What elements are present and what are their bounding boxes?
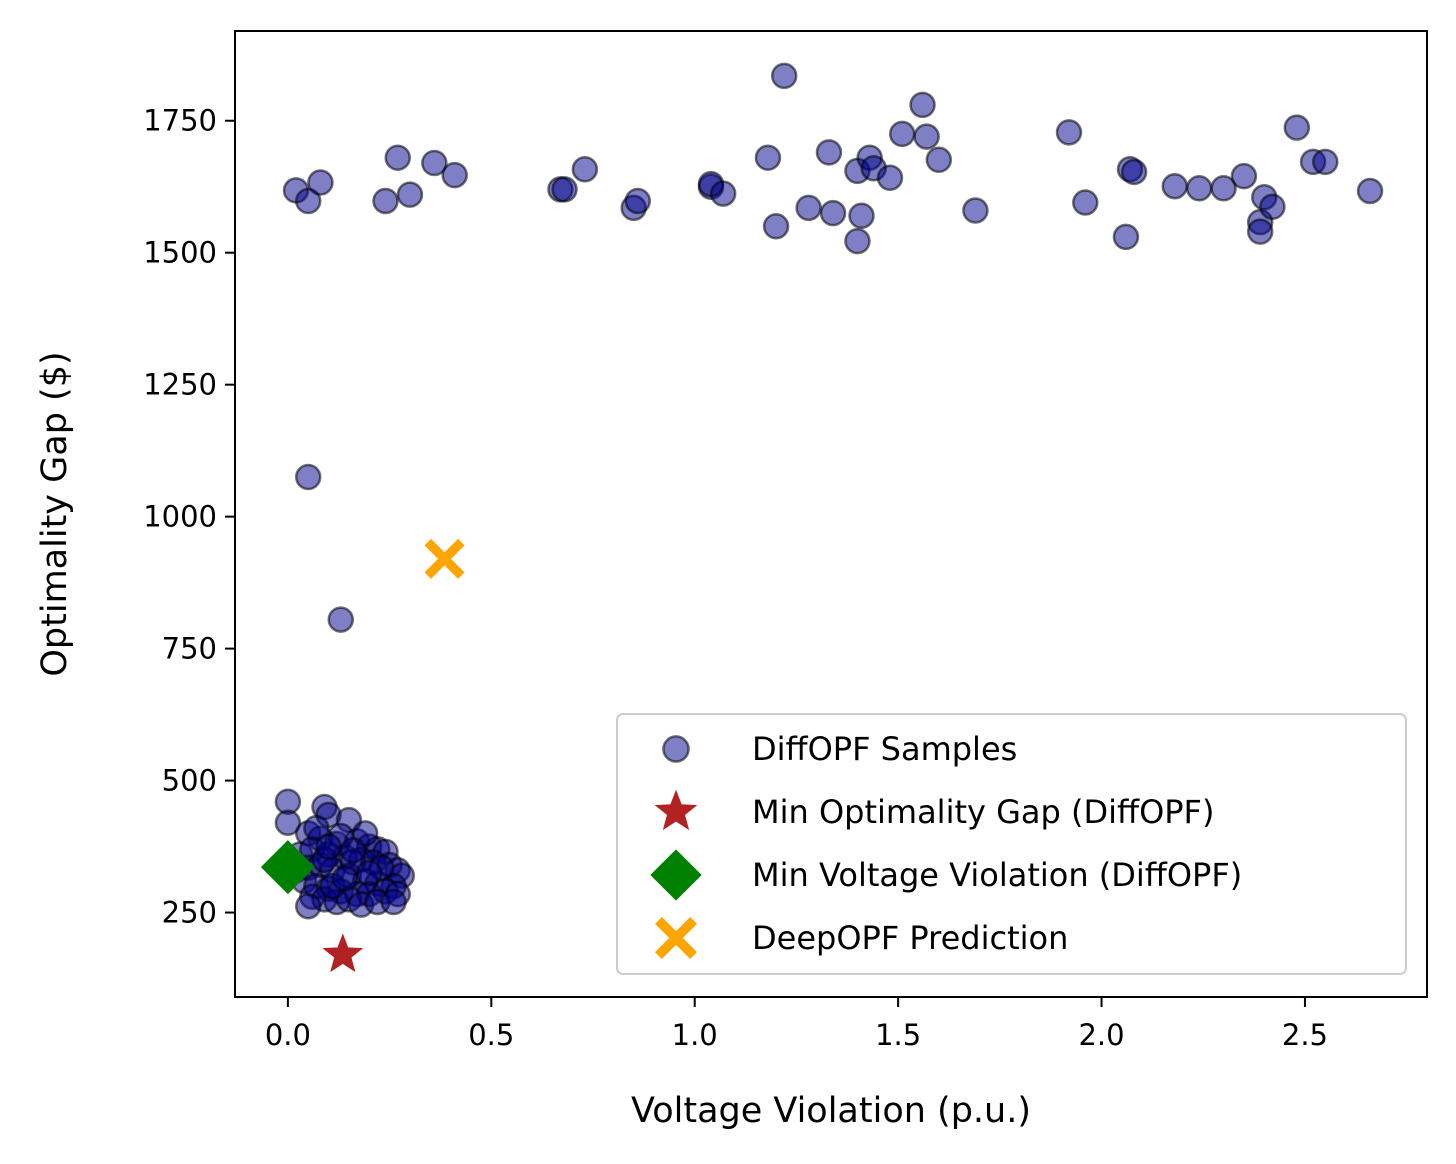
y-tick-label: 1500 xyxy=(143,236,217,270)
diffopf-sample-point xyxy=(372,187,399,215)
diffopf-sample-point xyxy=(331,864,359,892)
diffopf-sample-point xyxy=(1230,162,1258,190)
diffopf-sample-point xyxy=(571,156,599,183)
diffopf-sample-point xyxy=(1161,172,1189,200)
diffopf-sample-point xyxy=(327,606,355,633)
diffopf-sample-point xyxy=(1210,175,1237,202)
diffopf-sample-point xyxy=(1072,189,1099,216)
diffopf-sample-point xyxy=(925,146,953,174)
x-tick-label: 2.0 xyxy=(1078,1018,1124,1052)
diffopf-sample-point xyxy=(274,809,302,837)
diffopf-sample-point xyxy=(1356,177,1384,205)
legend-marker-diamond xyxy=(650,849,702,901)
diffopf-sample-point xyxy=(396,181,424,208)
diffopf-sample-point xyxy=(1055,119,1083,146)
x-axis-label: Voltage Violation (p.u.) xyxy=(631,1091,1031,1131)
diffopf-sample-point xyxy=(384,144,411,171)
y-tick-label: 750 xyxy=(162,632,217,666)
diffopf-sample-point xyxy=(709,180,737,207)
diffopf-sample-point xyxy=(1185,175,1213,202)
diffopf-sample-point xyxy=(624,187,652,215)
diffopf-sample-point xyxy=(819,199,847,227)
y-tick-label: 250 xyxy=(162,896,217,930)
min-optimality-gap-star xyxy=(322,933,364,973)
legend-marker-x xyxy=(655,917,697,959)
plot-frame xyxy=(234,30,1428,998)
min-voltage-violation-diamond xyxy=(260,840,315,895)
y-tick-label: 500 xyxy=(162,764,217,798)
legend-box xyxy=(616,713,1407,975)
x-tick-label: 0.0 xyxy=(265,1018,311,1052)
legend-label-diffopf-samples: DiffOPF Samples xyxy=(752,730,1017,768)
x-tick-label: 2.5 xyxy=(1282,1018,1328,1052)
diffopf-sample-point xyxy=(1112,223,1140,251)
x-axis-ticks: 0.0 0.5 1.0 1.5 2.0 2.5 xyxy=(265,997,1328,1052)
diffopf-sample-point xyxy=(294,892,322,920)
legend-marker-circle xyxy=(662,735,690,763)
diffopf-sample-point xyxy=(307,169,334,196)
plot-points-layer xyxy=(260,62,1384,973)
diffopf-sample-point xyxy=(913,123,940,150)
diffopf-sample-point xyxy=(1312,148,1339,176)
diffopf-sample-point xyxy=(909,91,936,119)
legend-label-min-voltage-violation: Min Voltage Violation (DiffOPF) xyxy=(752,856,1242,894)
diffopf-sample-point xyxy=(303,814,330,842)
diffopf-sample-point xyxy=(1246,218,1274,245)
diffopf-sample-point xyxy=(380,888,407,916)
y-tick-label: 1250 xyxy=(143,368,217,402)
x-tick-label: 0.5 xyxy=(468,1018,514,1052)
y-axis-label: Optimality Gap ($) xyxy=(35,351,75,676)
diffopf-sample-point xyxy=(1120,158,1148,186)
deepopf-prediction-marker xyxy=(424,538,465,579)
diffopf-sample-point xyxy=(795,194,822,222)
diffopf-sample-point xyxy=(888,120,916,148)
diffopf-sample-point xyxy=(356,859,383,887)
legend-marker-star xyxy=(654,789,698,831)
diffopf-sample-point xyxy=(844,227,871,255)
diffopf-sample-point xyxy=(962,197,989,224)
diffopf-sample-point xyxy=(762,213,790,240)
x-tick-label: 1.5 xyxy=(875,1018,921,1052)
diffopf-sample-point xyxy=(294,187,322,215)
diffopf-sample-point xyxy=(1259,193,1286,221)
legend-label-deepopf-prediction: DeepOPF Prediction xyxy=(752,919,1068,957)
legend-markers xyxy=(650,735,702,959)
x-tick-label: 1.0 xyxy=(672,1018,718,1052)
diffopf-sample-point xyxy=(421,149,448,177)
diffopf-sample-point xyxy=(441,161,468,189)
diffopf-sample-point xyxy=(848,202,875,230)
legend-label-min-optimality-gap: Min Optimality Gap (DiffOPF) xyxy=(752,793,1214,831)
diffopf-sample-point xyxy=(1283,114,1311,141)
diffopf-sample-point xyxy=(339,837,367,864)
y-tick-label: 1750 xyxy=(143,104,217,138)
diffopf-sample-point xyxy=(876,164,904,191)
diffopf-sample-point xyxy=(770,62,798,90)
diffopf-sample-point xyxy=(551,176,578,203)
diffopf-sample-point xyxy=(294,463,322,491)
diffopf-sample-point xyxy=(315,833,342,860)
diffopf-sample-point xyxy=(754,144,782,171)
legend: DiffOPF Samples Min Optimality Gap (Diff… xyxy=(616,713,1407,975)
y-tick-label: 1000 xyxy=(143,500,217,534)
diffopf-sample-point xyxy=(815,139,843,166)
y-axis-ticks: 250 500 750 1000 1250 1500 1750 xyxy=(143,104,235,930)
